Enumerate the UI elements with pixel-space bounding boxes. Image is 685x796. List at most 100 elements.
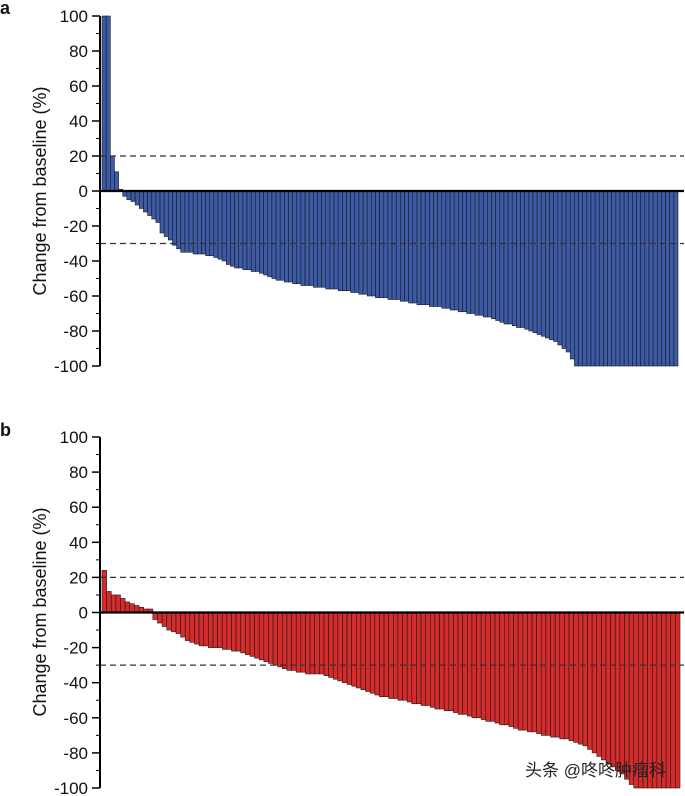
bar xyxy=(503,612,510,726)
bar xyxy=(238,190,244,269)
y-tick-label: -60 xyxy=(63,709,88,728)
bar xyxy=(420,612,426,706)
bar xyxy=(101,15,107,192)
bar xyxy=(596,612,602,757)
bar xyxy=(395,190,401,300)
y-tick-label: 60 xyxy=(69,498,88,517)
watermark-text: 头条 @咚咚肿瘤科 xyxy=(525,761,666,780)
bar xyxy=(226,612,232,650)
y-tick-label: 40 xyxy=(69,112,88,131)
bar xyxy=(670,612,676,789)
bar xyxy=(416,190,422,306)
bar xyxy=(665,612,672,789)
bar xyxy=(669,190,675,367)
bar xyxy=(101,570,107,613)
bar xyxy=(491,190,496,320)
bar xyxy=(194,612,200,645)
y-tick-label: -60 xyxy=(63,287,88,306)
bar xyxy=(203,612,209,647)
bar xyxy=(304,190,310,286)
panel-b-bars xyxy=(101,570,681,789)
y-tick-label: 100 xyxy=(60,7,88,26)
bar xyxy=(124,601,131,613)
panel-a-reference-lines xyxy=(100,155,684,245)
bar xyxy=(433,190,438,307)
bar xyxy=(420,190,426,306)
bar xyxy=(255,190,260,272)
bar xyxy=(351,612,357,687)
bar xyxy=(110,594,117,613)
bar xyxy=(365,612,371,692)
bar xyxy=(574,190,579,367)
bar xyxy=(231,612,237,652)
y-tick-label: -80 xyxy=(63,322,88,341)
bar xyxy=(105,15,111,192)
bar xyxy=(208,612,214,648)
bar xyxy=(126,190,132,201)
bar xyxy=(590,190,596,367)
bar xyxy=(448,612,454,712)
bar xyxy=(279,190,285,281)
bar xyxy=(644,190,650,367)
bar xyxy=(554,612,561,738)
panel-a-bars xyxy=(101,15,679,367)
bar xyxy=(607,190,612,367)
bar xyxy=(416,612,422,705)
bar xyxy=(673,190,679,367)
bar xyxy=(462,190,467,313)
bar xyxy=(545,190,550,339)
bar xyxy=(527,612,533,733)
bar xyxy=(282,612,288,669)
bar xyxy=(601,612,607,761)
bar xyxy=(342,612,348,683)
bar xyxy=(129,603,135,613)
bar xyxy=(603,190,608,367)
bar xyxy=(598,190,604,367)
bar xyxy=(520,190,525,328)
bar xyxy=(610,612,616,768)
bar xyxy=(517,612,524,731)
y-tick-label: 0 xyxy=(79,182,88,201)
bar xyxy=(213,190,219,258)
bar xyxy=(329,190,335,290)
bar xyxy=(665,190,671,367)
bar xyxy=(474,190,480,316)
bar xyxy=(404,190,409,302)
bar xyxy=(573,612,579,743)
panel-b-axes xyxy=(99,437,684,788)
bar xyxy=(134,190,140,206)
bar xyxy=(168,190,173,241)
bar xyxy=(619,190,625,367)
bar xyxy=(499,612,505,726)
bar xyxy=(531,612,537,733)
bar xyxy=(412,190,418,304)
bar xyxy=(624,612,630,780)
bar xyxy=(374,612,380,696)
bar xyxy=(553,190,559,342)
bar xyxy=(360,612,366,691)
bar xyxy=(569,190,575,360)
bar xyxy=(425,612,431,706)
y-tick-label: -20 xyxy=(63,639,88,658)
bar xyxy=(445,190,451,309)
bar xyxy=(511,190,517,327)
bar xyxy=(400,190,405,302)
bar xyxy=(217,190,223,260)
bar xyxy=(130,190,136,202)
bar xyxy=(332,612,339,680)
bar xyxy=(661,190,666,367)
bar xyxy=(161,612,168,627)
panel-b-y-ticks: 100 80 60 40 20 0 -20 -40 -60 -80 -100 xyxy=(54,428,100,796)
bar xyxy=(591,612,598,754)
panel-b: b Change from baseline (%) 100 80 60 40 20 0 -… xyxy=(0,420,684,796)
panel-b-label: b xyxy=(0,420,11,440)
bar xyxy=(172,190,177,246)
bar xyxy=(226,190,231,265)
bar xyxy=(197,190,202,255)
bar xyxy=(192,190,198,255)
bar xyxy=(300,190,306,286)
bar xyxy=(106,591,112,613)
bar xyxy=(462,612,468,715)
panel-b-reference-lines xyxy=(100,576,684,666)
bar xyxy=(611,190,617,367)
